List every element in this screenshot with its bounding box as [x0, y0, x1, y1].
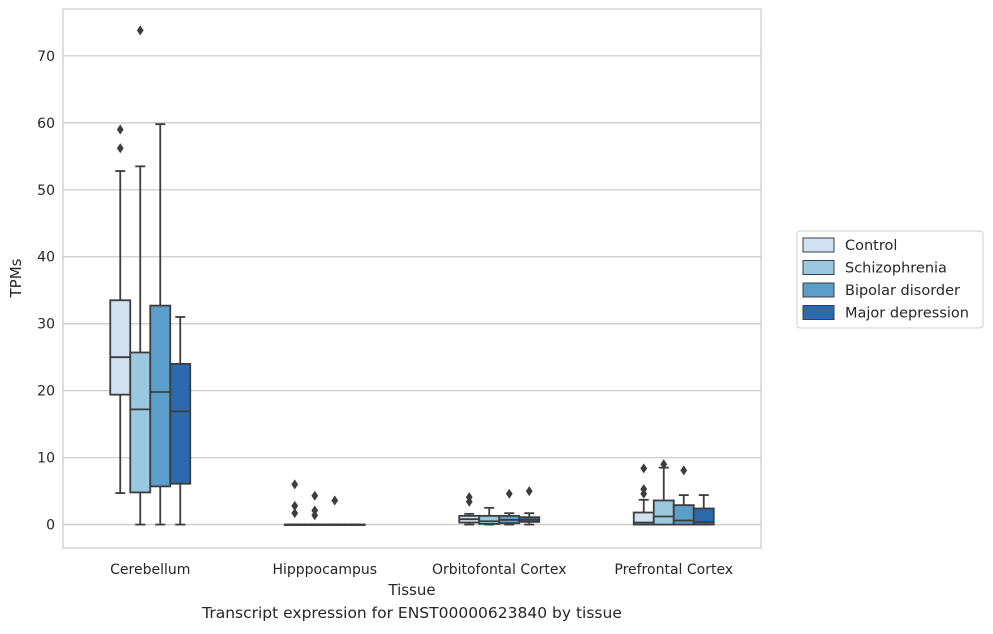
box-3-2: [518, 486, 541, 526]
box-1-1: [303, 490, 326, 526]
outlier-point: [525, 486, 533, 497]
box-body: [149, 304, 172, 488]
x-tick-labels: Cerebellum Hipppocampus Orbitofontal Corte…: [110, 562, 733, 578]
y-tick-label-70: 70: [37, 49, 55, 65]
outlier-point: [331, 495, 339, 506]
outlier-point: [116, 143, 124, 154]
box-0-1: [283, 479, 306, 526]
legend-swatch-1: [802, 260, 835, 275]
outlier-point: [291, 508, 299, 519]
box-body: [109, 299, 132, 396]
box-1-2: [478, 506, 501, 526]
box-body: [652, 499, 675, 526]
outlier-point: [640, 484, 648, 495]
box-1-3: [652, 459, 675, 526]
box-3-0: [169, 316, 192, 526]
outlier-point: [640, 463, 648, 474]
x-tick-label-0: Cerebellum: [110, 562, 190, 578]
box-2-0: [149, 123, 172, 526]
y-tick-label-0: 0: [46, 518, 55, 534]
x-tick-label-1: Hipppocampus: [272, 562, 377, 578]
box-body: [169, 362, 192, 485]
series-0: [109, 124, 655, 526]
series-1: [129, 25, 675, 526]
box-0-2: [458, 492, 481, 526]
y-tick-label-20: 20: [37, 384, 55, 400]
box-2-3: [672, 465, 695, 526]
outlier-point: [465, 492, 473, 503]
box-3-1: [343, 523, 366, 526]
y-tick-label-50: 50: [37, 183, 55, 199]
box-0-3: [632, 463, 655, 526]
legend-label-0: Control: [845, 238, 897, 254]
outlier-point: [660, 459, 668, 470]
x-axis-label: Tissue: [387, 581, 435, 599]
outlier-point: [680, 465, 688, 476]
box-body: [692, 507, 715, 526]
legend-label-2: Bipolar disorder: [845, 283, 960, 299]
box-series: [109, 25, 715, 526]
legend-swatch-0: [802, 237, 835, 253]
y-tick-labels: 0 10 20 30 40 50 60 70: [37, 49, 55, 534]
legend-frame: [796, 230, 984, 329]
y-tick-label-60: 60: [37, 116, 55, 132]
series-2: [149, 123, 695, 526]
plot-area-frame: [62, 8, 762, 549]
y-tick-label-30: 30: [37, 317, 55, 333]
legend-label-1: Schizophrenia: [845, 261, 947, 277]
outlier-point: [505, 488, 513, 499]
legend-swatch-2: [802, 282, 835, 298]
x-tick-label-3: Prefrontal Cortex: [614, 562, 733, 578]
box-body: [672, 504, 695, 526]
legend-label-3: Major depression: [845, 306, 969, 322]
y-tick-label-10: 10: [37, 451, 55, 467]
legend: Control Schizophrenia Bipolar disorder Majo…: [796, 230, 984, 329]
box-2-1: [323, 495, 346, 526]
box-0-0: [109, 124, 132, 494]
outlier-point: [291, 500, 299, 511]
box-1-0: [129, 25, 152, 526]
figure-caption: Transcript expression for ENST0000062384…: [202, 604, 622, 622]
y-axis-label: TPMs: [7, 258, 25, 298]
legend-swatch-3: [802, 305, 835, 320]
box-body: [129, 351, 152, 494]
outlier-point: [291, 479, 299, 490]
x-tick-label-2: Orbitofontal Cortex: [432, 562, 567, 578]
box-2-2: [498, 488, 521, 526]
legend-items: Control Schizophrenia Bipolar disorder Majo…: [802, 237, 969, 322]
outlier-point: [136, 25, 144, 36]
outlier-point: [311, 505, 319, 516]
box-body: [478, 514, 501, 525]
outlier-point: [116, 124, 124, 135]
box-3-3: [692, 494, 715, 526]
outlier-point: [311, 490, 319, 501]
y-tick-label-40: 40: [37, 250, 55, 266]
series-3: [169, 316, 715, 526]
